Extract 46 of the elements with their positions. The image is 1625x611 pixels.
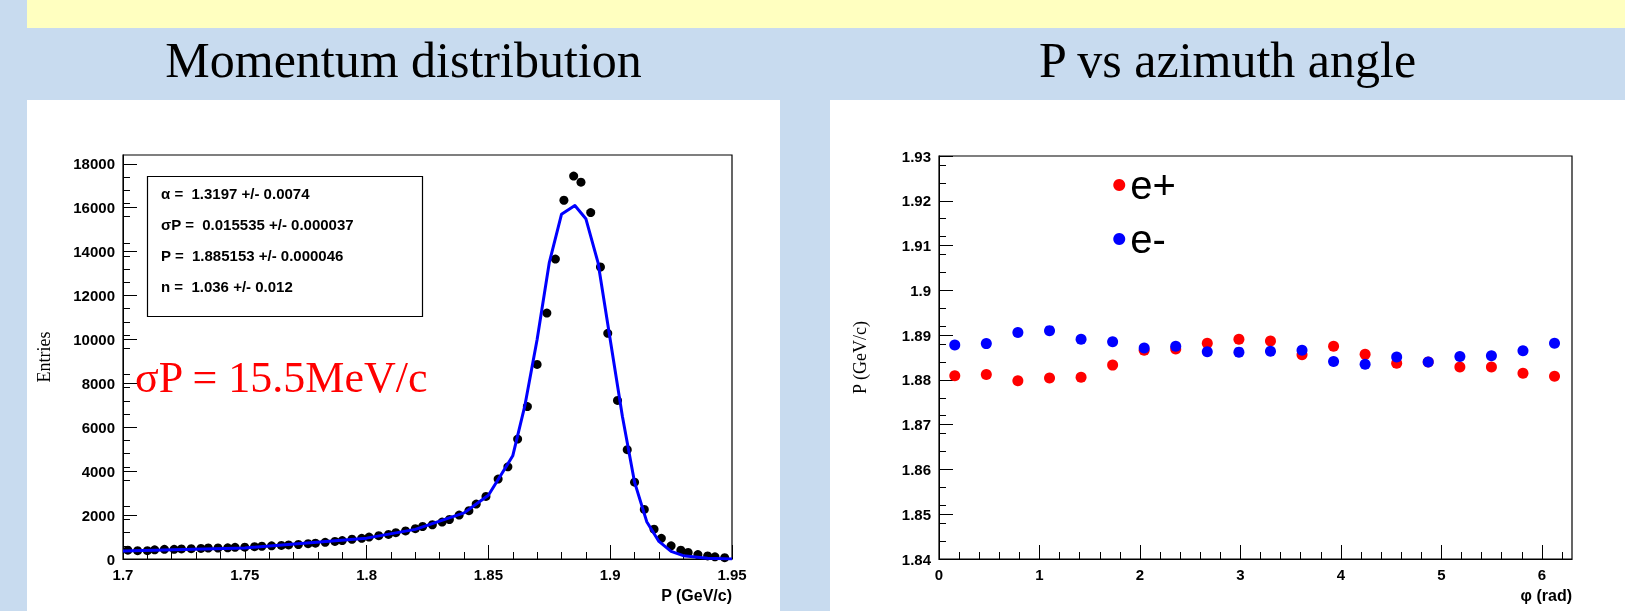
y-tick-label: 4000 [81, 462, 115, 480]
y-tick-label: 1.89 [901, 326, 931, 344]
x-tick-label: 1.7 [112, 566, 134, 583]
x-tick-label: 1.8 [356, 566, 378, 583]
annotation: α = 1.3197 +/- 0.0074 [161, 185, 311, 202]
y-axis-title: P (GeV/c) [850, 321, 871, 394]
y-tick-label: 1.84 [901, 550, 932, 568]
x-tick-label: 2 [1135, 566, 1145, 583]
y-tick-label: 1.92 [901, 192, 931, 210]
y-tick-label: 1.91 [901, 237, 931, 255]
x-tick-label: 3 [1236, 566, 1245, 583]
y-tick-label: 2000 [81, 506, 115, 524]
y-axis-title: Entries [34, 331, 54, 383]
x-tick-label: 5 [1437, 566, 1446, 583]
y-tick-label: 1.93 [901, 147, 931, 165]
legend-label: e+ [1130, 163, 1176, 207]
x-tick-label: 1.75 [230, 566, 260, 583]
annotation: σP = 0.015535 +/- 0.000037 [161, 216, 354, 233]
y-tick-label: 16000 [73, 199, 115, 217]
annotation: σP = 15.5MeV/c [135, 352, 428, 402]
y-tick-label: 14000 [73, 243, 115, 261]
y-tick-label: 1.9 [910, 281, 931, 299]
chart-title: P vs azimuth angle [1037, 32, 1418, 88]
y-tick-label: 1.87 [901, 416, 931, 434]
y-tick-label: 1.86 [901, 460, 931, 478]
x-tick-label: 1.85 [473, 566, 503, 583]
y-tick-label: 6000 [81, 418, 115, 436]
annotation: P = 1.885153 +/- 0.000046 [161, 247, 344, 264]
y-tick-label: 8000 [81, 374, 115, 392]
legend-label: e- [1130, 217, 1166, 261]
chart-title: Momentum distribution [164, 32, 643, 88]
x-tick-label: 1.9 [599, 566, 621, 583]
x-tick-label: 1.95 [717, 566, 747, 583]
x-tick-label: 6 [1537, 566, 1547, 583]
y-tick-label: 1.88 [901, 371, 931, 389]
x-tick-label: 1 [1035, 566, 1044, 583]
annotation: n = 1.036 +/- 0.012 [161, 278, 293, 295]
x-tick-label: 4 [1336, 566, 1346, 583]
x-axis-title: P (GeV/c) [661, 586, 732, 604]
x-tick-label: 0 [934, 566, 944, 583]
y-tick-label: 18000 [73, 155, 115, 173]
y-tick-label: 0 [106, 550, 115, 568]
y-tick-label: 10000 [73, 330, 115, 348]
x-axis-title: φ (rad) [1520, 586, 1572, 604]
y-tick-label: 12000 [73, 287, 115, 305]
y-tick-label: 1.85 [901, 505, 931, 523]
